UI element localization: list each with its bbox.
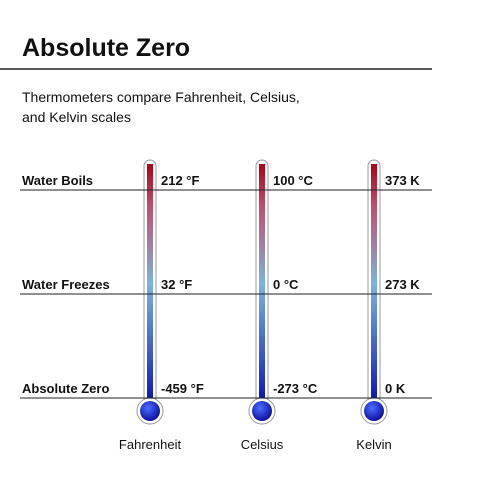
scale-name: Fahrenheit — [119, 437, 182, 452]
reading: -273 °C — [273, 381, 318, 396]
reading: 32 °F — [161, 277, 192, 292]
scale-name: Celsius — [241, 437, 284, 452]
reading: 373 K — [385, 173, 420, 188]
reading: 100 °C — [273, 173, 314, 188]
row-label: Absolute Zero — [22, 381, 109, 396]
thermometer-mercury — [259, 164, 265, 404]
reading: 273 K — [385, 277, 420, 292]
thermometer-bulb — [252, 401, 272, 421]
reading: 0 K — [385, 381, 406, 396]
reading: -459 °F — [161, 381, 204, 396]
row-label: Water Freezes — [22, 277, 110, 292]
thermometer-bulb — [364, 401, 384, 421]
thermometer-chart: Fahrenheit Celsius Kelvin Water Boils 212 °F… — [20, 159, 432, 452]
title: Absolute Zero — [22, 34, 190, 62]
scale-name: Kelvin — [356, 437, 391, 452]
thermometer-mercury — [147, 164, 153, 404]
reading: 212 °F — [161, 173, 200, 188]
thermometer-mercury — [371, 164, 377, 404]
subtitle-line: and Kelvin scales — [22, 109, 131, 125]
thermometer-bulb — [140, 401, 160, 421]
reading: 0 °C — [273, 277, 299, 292]
subtitle-line: Thermometers compare Fahrenheit, Celsius… — [22, 89, 300, 105]
row-label: Water Boils — [22, 173, 93, 188]
